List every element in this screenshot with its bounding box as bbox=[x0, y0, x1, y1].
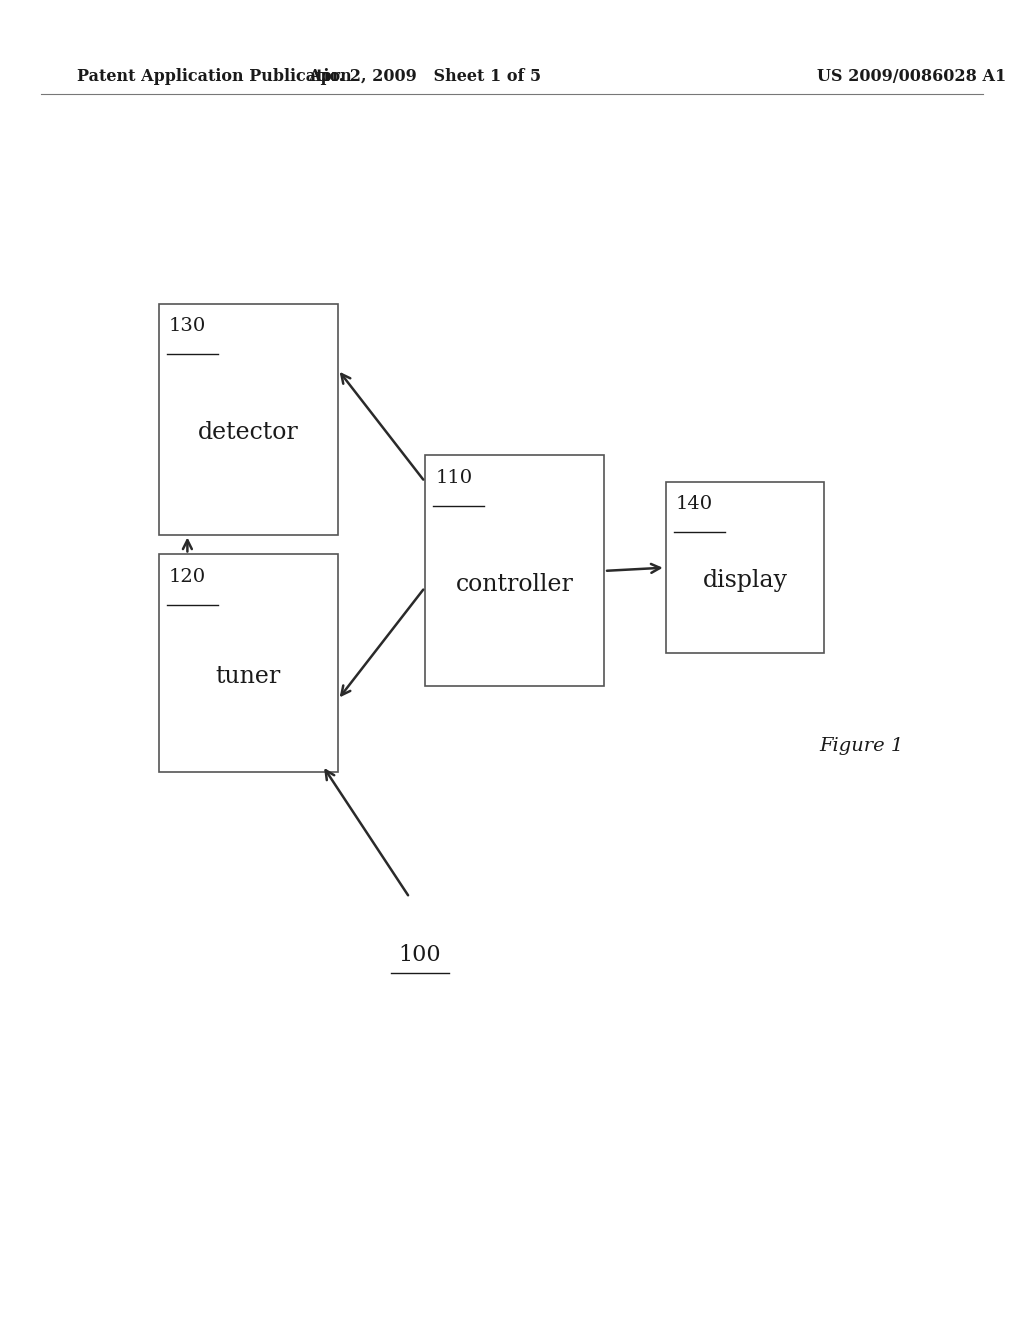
Text: controller: controller bbox=[456, 573, 573, 595]
Text: Apr. 2, 2009   Sheet 1 of 5: Apr. 2, 2009 Sheet 1 of 5 bbox=[308, 69, 542, 84]
Bar bbox=[666, 482, 824, 653]
Text: 130: 130 bbox=[169, 317, 206, 335]
Text: 110: 110 bbox=[435, 469, 472, 487]
Text: 120: 120 bbox=[169, 568, 206, 586]
Text: Figure 1: Figure 1 bbox=[819, 737, 903, 755]
Text: 140: 140 bbox=[676, 495, 713, 513]
Bar bbox=[159, 554, 338, 772]
Text: display: display bbox=[702, 569, 787, 593]
Text: 100: 100 bbox=[398, 944, 441, 966]
Text: tuner: tuner bbox=[216, 665, 281, 688]
Text: US 2009/0086028 A1: US 2009/0086028 A1 bbox=[817, 69, 1006, 84]
Bar bbox=[425, 455, 604, 686]
Bar bbox=[159, 304, 338, 535]
Text: detector: detector bbox=[198, 421, 299, 444]
Text: Patent Application Publication: Patent Application Publication bbox=[77, 69, 351, 84]
